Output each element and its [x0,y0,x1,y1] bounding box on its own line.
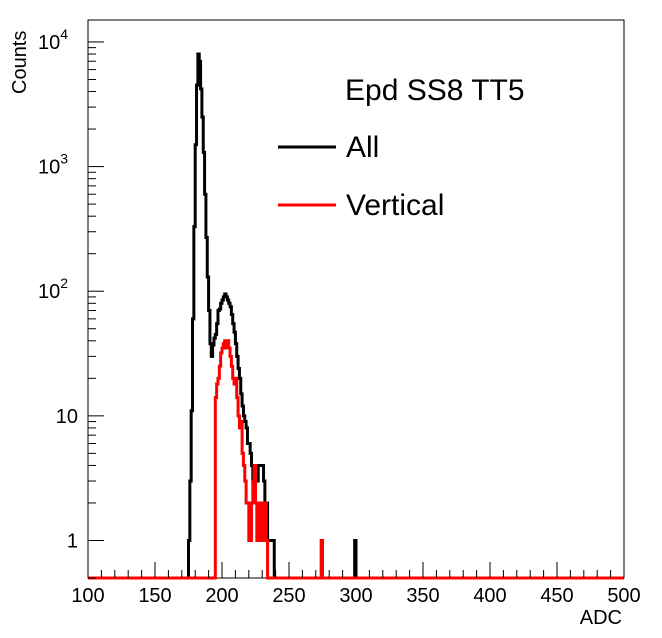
y-axis: 1 10 102 103 104 [38,26,104,579]
x-axis-label: ADC [580,607,622,629]
y-tick-label: 103 [38,151,68,179]
y-tick-label: 10 [56,406,78,428]
chart-title: Epd SS8 TT5 [345,74,525,107]
x-tick-label: 300 [339,585,372,607]
legend-label-vertical: Vertical [346,189,444,222]
y-tick-label: 104 [38,26,68,54]
y-tick-label: 1 [67,530,78,552]
x-tick-label: 250 [272,585,305,607]
x-tick-label: 400 [473,585,506,607]
x-tick-label: 450 [540,585,573,607]
x-tick-label: 200 [205,585,238,607]
x-tick-label: 500 [607,585,640,607]
y-axis-label: Counts [9,31,31,94]
legend-label-all: All [346,131,379,164]
x-axis: 100 150 200 250 300 350 400 450 500 [71,562,641,607]
legend: All Vertical [278,131,444,222]
y-tick-label: 102 [38,275,68,303]
x-tick-label: 150 [138,585,171,607]
x-tick-label: 350 [406,585,439,607]
curves-layer [88,52,624,580]
series-vertical-curve [88,339,624,580]
x-tick-label: 100 [71,585,104,607]
